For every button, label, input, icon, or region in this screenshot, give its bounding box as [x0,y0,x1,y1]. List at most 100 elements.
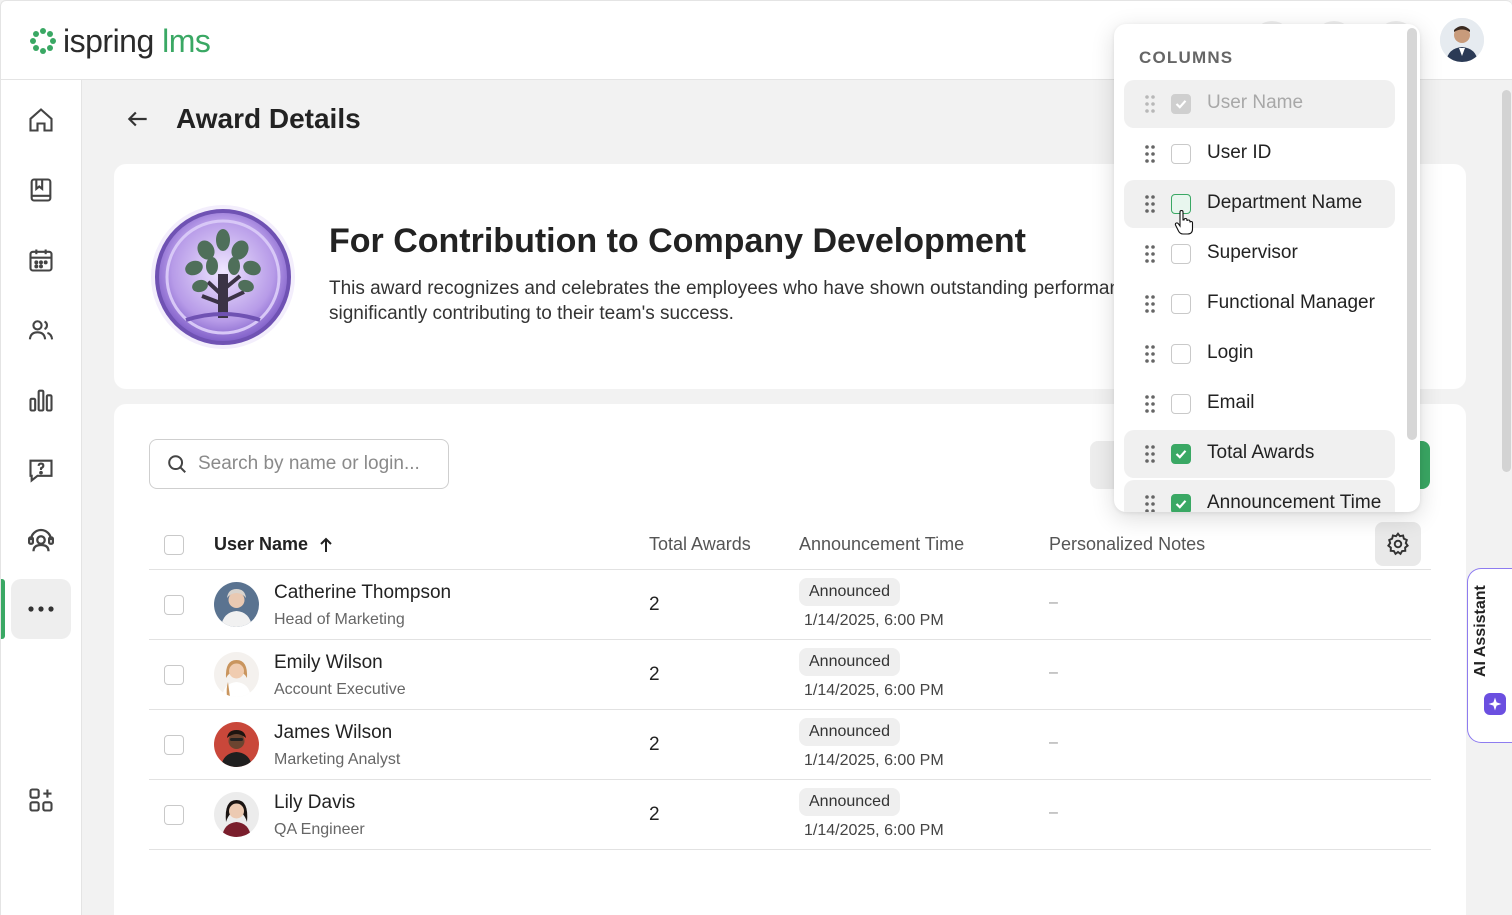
column-option-label: Login [1207,342,1254,363]
drag-handle-icon[interactable] [1144,294,1156,314]
check-icon [1175,500,1187,509]
status-badge: Announced [799,788,900,816]
total-awards-value: 2 [649,594,660,615]
column-option-user-id[interactable]: User ID [1124,130,1395,178]
sidebar-item-users[interactable] [11,300,71,360]
drag-handle-icon[interactable] [1144,394,1156,414]
column-option-total-awards[interactable]: Total Awards [1124,430,1395,478]
book-icon [30,178,52,202]
announcement-time: 1/14/2025, 6:00 PM [804,682,944,699]
sort-ascending-icon [320,537,332,552]
drag-handle-icon[interactable] [1144,194,1156,214]
user-name[interactable]: Lily Davis [274,792,356,813]
personalized-notes: – [1049,734,1058,751]
column-header-user-name[interactable]: User Name [214,534,334,555]
column-option-label: Functional Manager [1207,292,1375,313]
search-box [149,439,449,489]
user-avatar [214,792,259,837]
user-name[interactable]: James Wilson [274,722,393,743]
total-awards-value: 2 [649,804,660,825]
ispring-logo[interactable]: ispring lms [29,21,211,61]
award-description-line: significantly contributing to their team… [329,303,734,324]
column-header-personalized-notes[interactable]: Personalized Notes [1049,534,1206,554]
sidebar-item-more[interactable] [1,579,71,639]
columns-dropdown-scrollbar[interactable] [1407,28,1417,440]
column-header-total-awards[interactable]: Total Awards [649,534,751,554]
user-avatar [214,582,259,627]
drag-handle-icon[interactable] [1144,244,1156,264]
sidebar-item-home[interactable] [11,90,71,150]
column-checkbox[interactable] [1171,244,1191,264]
drag-handle-icon[interactable] [1144,144,1156,164]
column-option-label: User Name [1207,92,1304,113]
user-name[interactable]: Catherine Thompson [274,582,452,603]
table-row[interactable]: James Wilson Marketing Analyst 2 Announc… [149,710,1431,780]
column-checkbox[interactable] [1171,294,1191,314]
column-checkbox[interactable] [1171,394,1191,414]
select-all-checkbox[interactable] [164,535,184,555]
column-option-label: Supervisor [1207,242,1298,263]
table-row[interactable]: Catherine Thompson Head of Marketing 2 A… [149,570,1431,640]
column-header-announcement-time[interactable]: Announcement Time [799,534,965,554]
sidebar [0,80,82,915]
sidebar-item-calendar[interactable] [11,230,71,290]
column-option-label: Department Name [1207,192,1363,213]
user-name[interactable]: Emily Wilson [274,652,383,673]
column-option-department-name[interactable]: Department Name [1124,180,1395,228]
drag-handle-icon[interactable] [1144,344,1156,364]
ai-assistant-tab[interactable]: AI Assistant [1467,568,1512,743]
column-option-supervisor[interactable]: Supervisor [1124,230,1395,278]
drag-handle-icon[interactable] [1144,444,1156,464]
user-avatar[interactable] [1440,18,1484,62]
table-row[interactable]: Emily Wilson Account Executive 2 Announc… [149,640,1431,710]
column-checkbox[interactable] [1171,144,1191,164]
column-option-label: Announcement Time [1207,492,1382,512]
support-agent-icon [28,528,54,552]
row-checkbox[interactable] [164,595,184,615]
back-button[interactable] [120,101,156,137]
column-option-label: User ID [1207,142,1272,163]
column-option-announcement-time[interactable]: Announcement Time [1124,480,1395,512]
column-checkbox[interactable] [1171,494,1191,512]
user-role: QA Engineer [274,821,365,838]
user-role: Head of Marketing [274,611,405,628]
status-badge: Announced [799,648,900,676]
personalized-notes: – [1049,804,1058,821]
logo-flower-icon [30,28,56,54]
award-emblem-image [150,204,296,350]
sidebar-item-questions[interactable] [11,440,71,500]
column-checkbox[interactable] [1171,344,1191,364]
column-option-label: Email [1207,392,1255,413]
page-scrollbar[interactable] [1502,90,1511,472]
column-checkbox[interactable] [1171,444,1191,464]
row-checkbox[interactable] [164,665,184,685]
columns-dropdown-title: COLUMNS [1139,48,1234,67]
users-icon [28,320,54,340]
logo-text: ispring [63,22,154,59]
column-option-functional-manager[interactable]: Functional Manager [1124,280,1395,328]
column-option-login[interactable]: Login [1124,330,1395,378]
sidebar-item-add-widget[interactable] [11,770,71,830]
row-checkbox[interactable] [164,735,184,755]
ai-assistant-label: AI Assistant [1472,585,1489,677]
drag-handle-icon[interactable] [1144,494,1156,512]
sidebar-item-support[interactable] [11,510,71,570]
sidebar-item-reports[interactable] [11,370,71,430]
calendar-icon [29,249,53,272]
check-icon [1175,100,1187,109]
page-header: Award Details [120,98,361,140]
row-checkbox[interactable] [164,805,184,825]
sidebar-item-learning[interactable] [11,160,71,220]
announcement-time: 1/14/2025, 6:00 PM [804,752,944,769]
column-option-label: Total Awards [1207,442,1315,463]
column-option-email[interactable]: Email [1124,380,1395,428]
question-chat-icon [29,459,53,483]
user-role: Marketing Analyst [274,751,401,768]
hand-cursor-icon [1174,210,1194,235]
status-badge: Announced [799,718,900,746]
column-settings-button[interactable] [1375,522,1421,566]
search-input[interactable] [198,453,428,475]
table-header: User Name Total Awards Announcement Time… [149,520,1431,570]
column-checkbox [1171,94,1191,114]
table-row[interactable]: Lily Davis QA Engineer 2 Announced 1/14/… [149,780,1431,850]
